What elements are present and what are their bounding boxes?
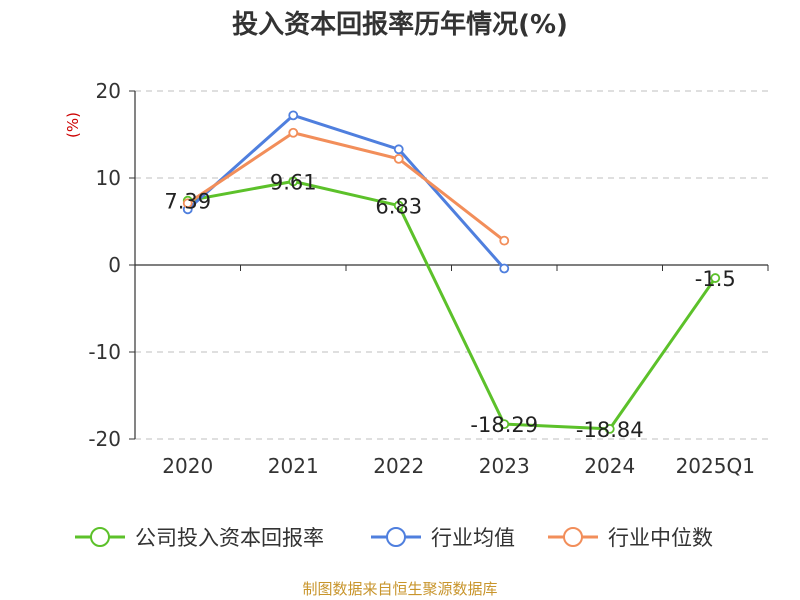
legend-marker-2 [386, 527, 406, 547]
y-tick-label: -10 [88, 340, 121, 364]
data-label: 9.61 [270, 170, 317, 194]
series-group [182, 110, 721, 434]
legend-label-3: 行业中位数 [608, 526, 713, 550]
data-point [710, 273, 721, 283]
data-point [499, 263, 510, 274]
data-point [288, 176, 299, 187]
legend: 公司投入资本回报率 行业均值 行业中位数 [75, 526, 713, 550]
chart-title: 投入资本回报率历年情况(%) [232, 9, 568, 40]
legend-label-2: 行业均值 [431, 526, 515, 550]
data-label: -18.84 [576, 418, 644, 442]
x-tick-label: 2023 [479, 454, 530, 478]
data-label: 6.83 [375, 195, 422, 219]
x-tick-label: 2025Q1 [676, 454, 755, 478]
series-line-3 [186, 131, 506, 242]
x-tick-label: 2022 [373, 454, 424, 478]
y-tick-label: 0 [108, 253, 121, 277]
data-label: -18.29 [470, 413, 538, 437]
x-tick-label: 2021 [268, 454, 319, 478]
data-point [499, 419, 510, 430]
source-note: 制图数据来自恒生聚源数据库 [302, 580, 497, 598]
y-tick-label: 20 [96, 79, 121, 103]
data-labels: 7.39 9.61 6.83 -18.29 -18.84 -1.5 [164, 170, 735, 442]
data-point [604, 424, 615, 434]
x-tick-label: 2020 [162, 454, 213, 478]
series-line-2 [186, 113, 506, 270]
data-point [393, 200, 404, 211]
data-point [288, 110, 299, 121]
axes: 20 10 0 -10 -20 2020 2021 2022 2023 2024 2025Q1 [88, 79, 769, 478]
legend-marker-1 [90, 527, 110, 547]
data-label: 7.39 [164, 190, 211, 214]
y-tick-label: -20 [88, 427, 121, 451]
x-tick-label: 2024 [584, 454, 635, 478]
data-point [288, 127, 299, 138]
y-axis-unit-label: (%) [64, 112, 82, 138]
legend-label-1: 公司投入资本回报率 [135, 526, 324, 550]
legend-marker-3 [563, 527, 583, 547]
series-line-1 [187, 179, 717, 431]
y-tick-label: 10 [96, 166, 121, 190]
data-label: -1.5 [695, 267, 736, 291]
data-point [499, 235, 510, 246]
data-point [393, 153, 404, 164]
data-point [182, 198, 193, 209]
data-point [393, 144, 404, 155]
